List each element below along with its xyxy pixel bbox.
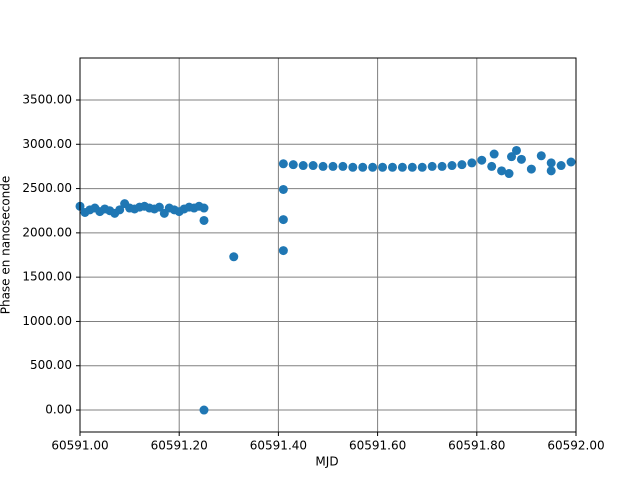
y-tick-label: 2500.00: [22, 181, 72, 195]
point: [318, 161, 328, 171]
point: [467, 158, 477, 168]
point: [397, 162, 407, 172]
point: [427, 161, 437, 171]
point: [308, 161, 318, 171]
point: [378, 162, 388, 172]
point: [328, 161, 338, 171]
y-tick-label: 500.00: [30, 358, 72, 372]
point: [199, 405, 209, 415]
y-axis-label: Phase en nanoseconde: [0, 176, 13, 315]
point: [536, 151, 546, 161]
point: [511, 145, 521, 155]
point: [288, 160, 298, 170]
point: [338, 161, 348, 171]
point: [457, 160, 467, 170]
point: [556, 161, 566, 171]
x-tick-label: 60591.40: [250, 439, 307, 453]
point: [407, 162, 417, 172]
point: [497, 166, 507, 176]
y-tick-label: 0.00: [45, 403, 72, 417]
point: [546, 158, 556, 168]
point: [507, 152, 517, 162]
x-tick-label: 60591.20: [151, 439, 208, 453]
point: [417, 162, 427, 172]
x-tick-label: 60591.80: [448, 439, 505, 453]
point: [368, 162, 378, 172]
point: [487, 161, 497, 171]
point: [115, 205, 125, 215]
point: [199, 203, 209, 213]
y-tick-label: 1000.00: [22, 314, 72, 328]
point: [504, 169, 514, 179]
point: [437, 161, 447, 171]
point: [516, 154, 526, 164]
x-tick-label: 60592.00: [547, 439, 604, 453]
point: [278, 184, 288, 194]
point: [298, 161, 308, 171]
x-tick-label: 60591.60: [349, 439, 406, 453]
point: [489, 149, 499, 159]
point: [154, 202, 164, 212]
y-tick-label: 1500.00: [22, 270, 72, 284]
y-tick-label: 2000.00: [22, 225, 72, 239]
point: [447, 161, 457, 171]
point: [229, 252, 239, 262]
plot-frame: [79, 57, 577, 433]
point: [526, 164, 536, 174]
point: [546, 166, 556, 176]
point: [477, 155, 487, 165]
point: [566, 157, 576, 167]
point: [387, 162, 397, 172]
point: [348, 162, 358, 172]
point: [278, 246, 288, 256]
x-tick-label: 60591.00: [51, 439, 108, 453]
x-axis-label: MJD: [315, 455, 338, 469]
y-tick-label: 3500.00: [22, 92, 72, 106]
point: [278, 159, 288, 169]
point: [278, 215, 288, 225]
point: [358, 162, 368, 172]
point: [199, 215, 209, 225]
y-tick-label: 3000.00: [22, 137, 72, 151]
